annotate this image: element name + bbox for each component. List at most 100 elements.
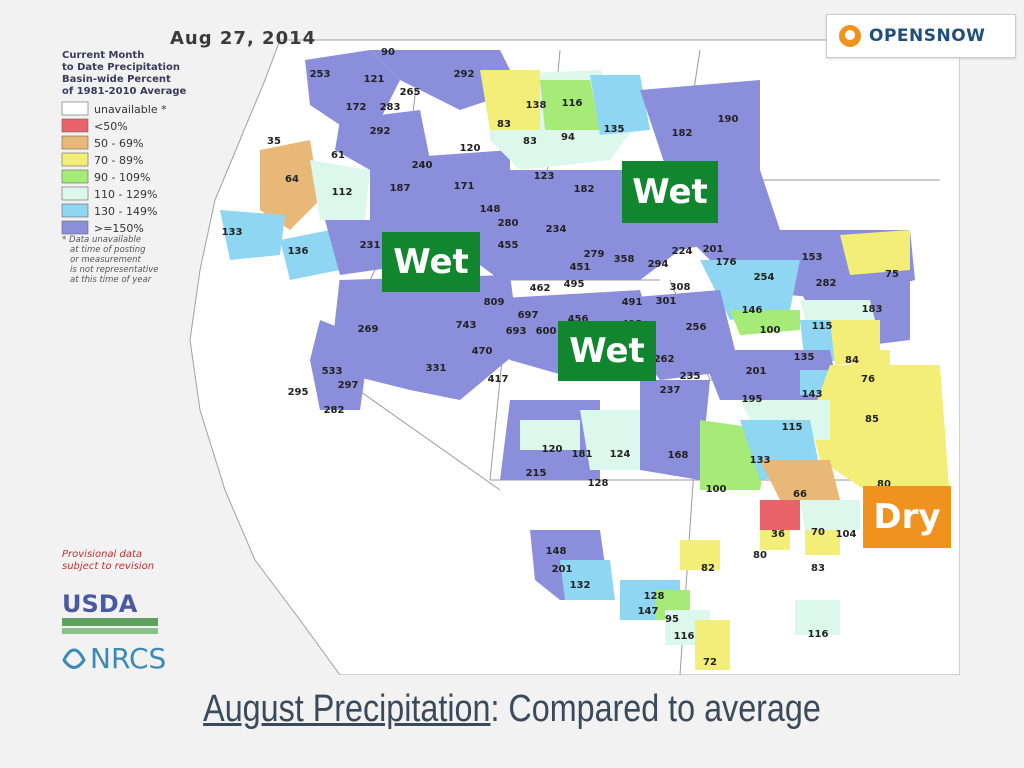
basin-value-label: 282 (324, 405, 345, 416)
basin-value-label: 195 (742, 394, 763, 405)
basin-value-label: 95 (665, 614, 679, 625)
basin-value-label: 292 (370, 126, 391, 137)
basin-value-label: 308 (670, 282, 691, 293)
basin-value-label: 470 (472, 346, 493, 357)
basin-value-label: 90 (381, 47, 395, 58)
basin-value-label: 135 (794, 352, 815, 363)
basin-value-label: 80 (753, 550, 767, 561)
usda-logo: USDA (62, 590, 158, 634)
legend-swatch (61, 186, 89, 201)
basin-value-label: 124 (610, 449, 631, 460)
basin-value-label: 75 (885, 269, 899, 280)
basin-value-label: 533 (322, 366, 343, 377)
basin-value-label: 224 (672, 246, 693, 257)
basin-value-label: 94 (561, 132, 575, 143)
basin-value-label: 133 (222, 227, 243, 238)
basin-value-label: 283 (380, 102, 401, 113)
basin-value-label: 176 (716, 257, 737, 268)
basin-value-label: 168 (668, 450, 689, 461)
legend-note-line: or measurement (70, 255, 142, 265)
basin-value-label: 121 (364, 74, 385, 85)
basin-value-label: 201 (552, 564, 573, 575)
map-legend: Current Month to Date Precipitation Basi… (61, 50, 187, 285)
legend-swatch (61, 135, 89, 150)
basin-value-label: 256 (686, 322, 707, 333)
basin-value-label: 234 (546, 224, 567, 235)
legend-label: >=150% (94, 222, 144, 235)
basin-value-label: 491 (622, 297, 643, 308)
basin-value-label: 72 (703, 657, 717, 668)
basin-value-label: 743 (456, 320, 477, 331)
basin-value-label: 280 (498, 218, 519, 229)
wet-tag-south: Wet (558, 321, 656, 381)
basin-value-label: 451 (570, 262, 591, 273)
basin-value-label: 231 (360, 240, 381, 251)
legend-title-line: of 1981-2010 Average (62, 86, 187, 97)
brand-name: OPENSNOW (869, 26, 986, 46)
basin-value-label: 292 (454, 69, 475, 80)
basin-value-label: 147 (638, 606, 659, 617)
basin-value-label: 172 (346, 102, 367, 113)
basin-value-label: 265 (400, 87, 421, 98)
basin-value-label: 456 (568, 314, 589, 325)
basin-value-label: 455 (498, 240, 519, 251)
legend-swatch (61, 203, 89, 218)
basin-value-label: 201 (703, 244, 724, 255)
basin-value-label: 83 (497, 119, 511, 130)
usda-logo-text: USDA (62, 590, 138, 618)
basin-value-label: 201 (746, 366, 767, 377)
basin-value-label: 61 (331, 150, 345, 161)
basin-value-label: 82 (701, 563, 715, 574)
basin-value-label: 136 (288, 246, 309, 257)
basin-value-label: 85 (865, 414, 879, 425)
basin-value-label: 182 (672, 128, 693, 139)
basin-value-label: 294 (648, 259, 669, 270)
legend-label: unavailable * (94, 103, 167, 116)
legend-swatch (61, 220, 89, 235)
basin-value-label: 116 (808, 629, 829, 640)
legend-title-line: Current Month (62, 50, 144, 61)
opensnow-logo: OPENSNOW (826, 14, 1016, 58)
basin-value-label: 116 (562, 98, 583, 109)
basin-value-label: 295 (288, 387, 309, 398)
basin-value-label: 83 (523, 136, 537, 147)
basin-value-label: 70 (811, 527, 825, 538)
basin-value-label: 76 (861, 374, 875, 385)
legend-note-line: * Data unavailable (62, 235, 141, 245)
basin-value-label: 282 (816, 278, 837, 289)
basin-value-label: 417 (488, 374, 509, 385)
basin-value-label: 262 (654, 354, 675, 365)
basin-value-label: 128 (644, 591, 665, 602)
legend-label: 70 - 89% (94, 154, 143, 167)
legend-label: 110 - 129% (94, 188, 157, 201)
legend-title-line: Basin-wide Percent (62, 74, 171, 85)
legend-note-line: at this time of year (70, 275, 152, 285)
basin-value-label: 148 (546, 546, 567, 557)
basin-value-label: 104 (836, 529, 857, 540)
basin-value-label: 253 (310, 69, 331, 80)
basin-value-label: 183 (862, 304, 883, 315)
basin-value-label: 115 (782, 422, 803, 433)
basin-value-label: 120 (542, 444, 563, 455)
basin-value-label: 600 (536, 326, 557, 337)
provisional-note: Provisional data (62, 549, 142, 560)
basin-value-label: 182 (574, 184, 595, 195)
basin-value-label: 809 (484, 297, 505, 308)
basin-value-label: 115 (812, 321, 833, 332)
slide-caption: August Precipitation: Compared to averag… (77, 688, 947, 731)
basin-value-label: 215 (526, 468, 547, 479)
basin-value-label: 235 (680, 371, 701, 382)
legend-swatch (61, 152, 89, 167)
legend-label: 50 - 69% (94, 137, 143, 150)
basin-value-label: 132 (570, 580, 591, 591)
dry-tag: Dry (863, 486, 951, 548)
basin-value-label: 35 (267, 136, 281, 147)
basin-value-label: 66 (793, 489, 807, 500)
wet-tag-west: Wet (382, 232, 480, 292)
legend-label: <50% (94, 120, 128, 133)
basin-value-label: 146 (742, 305, 763, 316)
caption-rest: : Compared to average (490, 688, 821, 730)
basin-value-label: 297 (338, 380, 359, 391)
basin-value-label: 190 (718, 114, 739, 125)
basin-value-label: 64 (285, 174, 299, 185)
